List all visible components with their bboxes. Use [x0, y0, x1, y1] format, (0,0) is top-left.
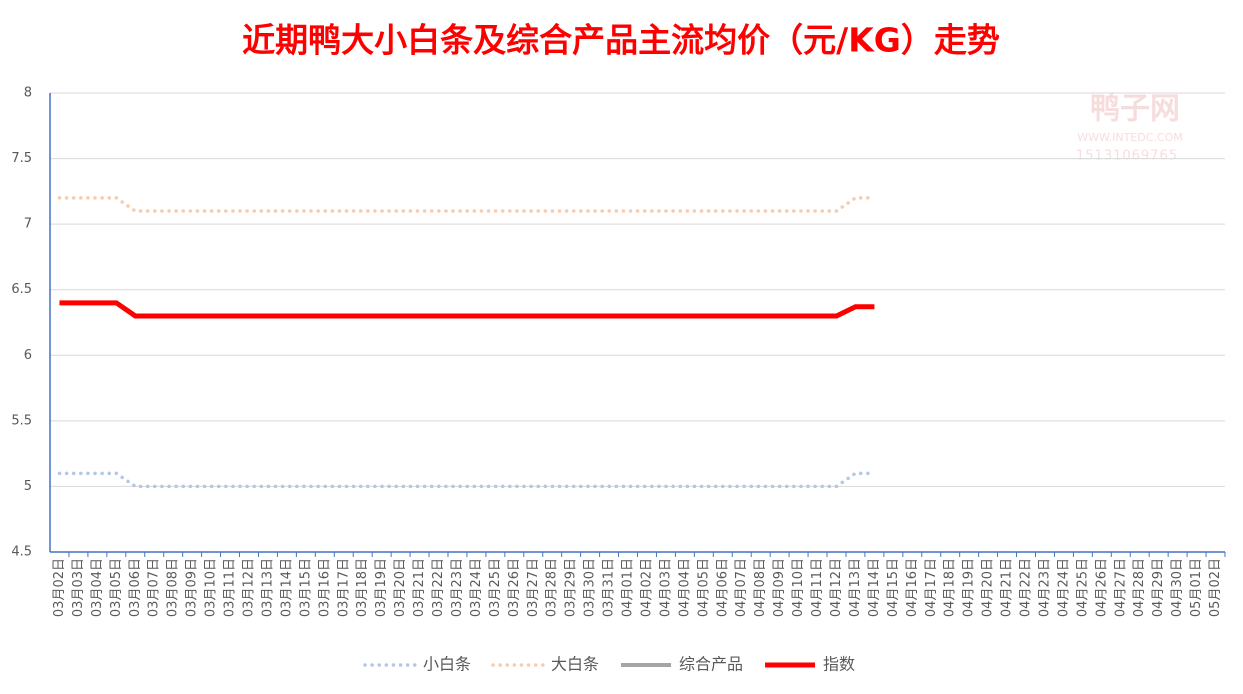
- x-tick-label: 04月19日: [962, 558, 977, 617]
- x-tick-label: 03月28日: [545, 558, 560, 617]
- x-tick-label: 03月19日: [374, 558, 389, 617]
- x-tick-label: 04月27日: [1113, 558, 1128, 617]
- x-tick-label: 04月18日: [943, 558, 958, 617]
- y-tick-label: 7.5: [11, 151, 32, 166]
- legend-label: 指数: [823, 655, 855, 674]
- x-tick-label: 03月16日: [317, 558, 332, 617]
- x-tick-label: 03月20日: [393, 558, 408, 617]
- x-tick-label: 04月15日: [886, 558, 901, 617]
- x-tick-label: 03月29日: [564, 558, 579, 617]
- x-tick-label: 04月07日: [734, 558, 749, 617]
- x-tick-label: 03月13日: [260, 558, 275, 617]
- x-tick-label: 04月10日: [791, 558, 806, 617]
- x-tick-label: 04月16日: [905, 558, 920, 617]
- x-tick-label: 03月03日: [71, 558, 86, 617]
- y-tick-label: 7: [24, 217, 32, 232]
- legend-label: 综合产品: [679, 655, 743, 674]
- x-tick-label: 04月02日: [639, 558, 654, 617]
- x-tick-label: 03月26日: [507, 558, 522, 617]
- x-tick-label: 03月30日: [583, 558, 598, 617]
- x-tick-label: 03月14日: [279, 558, 294, 617]
- x-tick-label: 03月12日: [241, 558, 256, 617]
- x-tick-label: 04月12日: [829, 558, 844, 617]
- x-tick-label: 04月14日: [867, 558, 882, 617]
- x-tick-label: 04月06日: [715, 558, 730, 617]
- y-tick-label: 5.5: [11, 413, 32, 428]
- x-tick-label: 03月05日: [109, 558, 124, 617]
- x-tick-label: 05月02日: [1208, 558, 1223, 617]
- x-tick-label: 04月09日: [772, 558, 787, 617]
- x-tick-label: 04月05日: [696, 558, 711, 617]
- x-tick-label: 04月21日: [1000, 558, 1015, 617]
- x-tick-label: 04月23日: [1037, 558, 1052, 617]
- x-tick-label: 03月27日: [526, 558, 541, 617]
- series-line: [59, 300, 875, 319]
- y-tick-label: 6: [24, 348, 32, 363]
- watermark-phone: 15131069765: [1076, 149, 1178, 164]
- x-tick-label: 04月28日: [1132, 558, 1147, 617]
- x-tick-label: 03月25日: [488, 558, 503, 617]
- x-tick-label: 05月01日: [1189, 558, 1204, 617]
- x-tick-label: 04月29日: [1151, 558, 1166, 617]
- chart-title: 近期鸭大小白条及综合产品主流均价（元/KG）走势: [242, 21, 1000, 60]
- x-tick-label: 03月18日: [355, 558, 370, 617]
- x-tick-label: 04月17日: [924, 558, 939, 617]
- y-tick-label: 5: [24, 479, 32, 494]
- x-tick-label: 04月11日: [810, 558, 825, 617]
- x-tick-label: 03月11日: [223, 558, 238, 617]
- x-tick-label: 04月22日: [1019, 558, 1034, 617]
- watermark-url: WWW.INTEDC.COM: [1077, 131, 1182, 144]
- x-tick-label: 04月30日: [1170, 558, 1185, 617]
- x-tick-label: 03月22日: [431, 558, 446, 617]
- legend-label: 小白条: [423, 655, 471, 674]
- series-line: [57, 471, 877, 489]
- y-tick-label: 6.5: [11, 282, 32, 297]
- x-tick-label: 03月10日: [204, 558, 219, 617]
- x-tick-label: 04月01日: [621, 558, 636, 617]
- x-tick-label: 03月21日: [412, 558, 427, 617]
- x-tick-label: 04月03日: [658, 558, 673, 617]
- legend-label: 大白条: [551, 655, 599, 674]
- x-tick-label: 03月24日: [469, 558, 484, 617]
- x-tick-label: 03月02日: [52, 558, 67, 617]
- y-tick-label: 8: [24, 86, 32, 101]
- series-line: [57, 196, 877, 213]
- x-tick-label: 04月13日: [848, 558, 863, 617]
- x-tick-label: 03月31日: [602, 558, 617, 617]
- x-tick-label: 04月24日: [1056, 558, 1071, 617]
- x-tick-label: 04月26日: [1094, 558, 1109, 617]
- x-tick-label: 03月15日: [298, 558, 313, 617]
- watermark-name: 鸭子网: [1090, 92, 1180, 127]
- x-tick-label: 04月04日: [677, 558, 692, 617]
- x-tick-label: 03月23日: [450, 558, 465, 617]
- x-tick-label: 03月08日: [166, 558, 181, 617]
- x-tick-label: 04月08日: [753, 558, 768, 617]
- x-tick-label: 04月25日: [1075, 558, 1090, 617]
- x-tick-label: 03月04日: [90, 558, 105, 617]
- x-tick-label: 04月20日: [981, 558, 996, 617]
- watermark: 鸭子网 WWW.INTEDC.COM 15131069765: [1076, 92, 1183, 164]
- x-tick-label: 03月06日: [128, 558, 143, 617]
- y-tick-label: 4.5: [11, 545, 32, 560]
- x-tick-label: 03月09日: [185, 558, 200, 617]
- x-tick-label: 03月07日: [147, 558, 162, 617]
- x-tick-label: 03月17日: [336, 558, 351, 617]
